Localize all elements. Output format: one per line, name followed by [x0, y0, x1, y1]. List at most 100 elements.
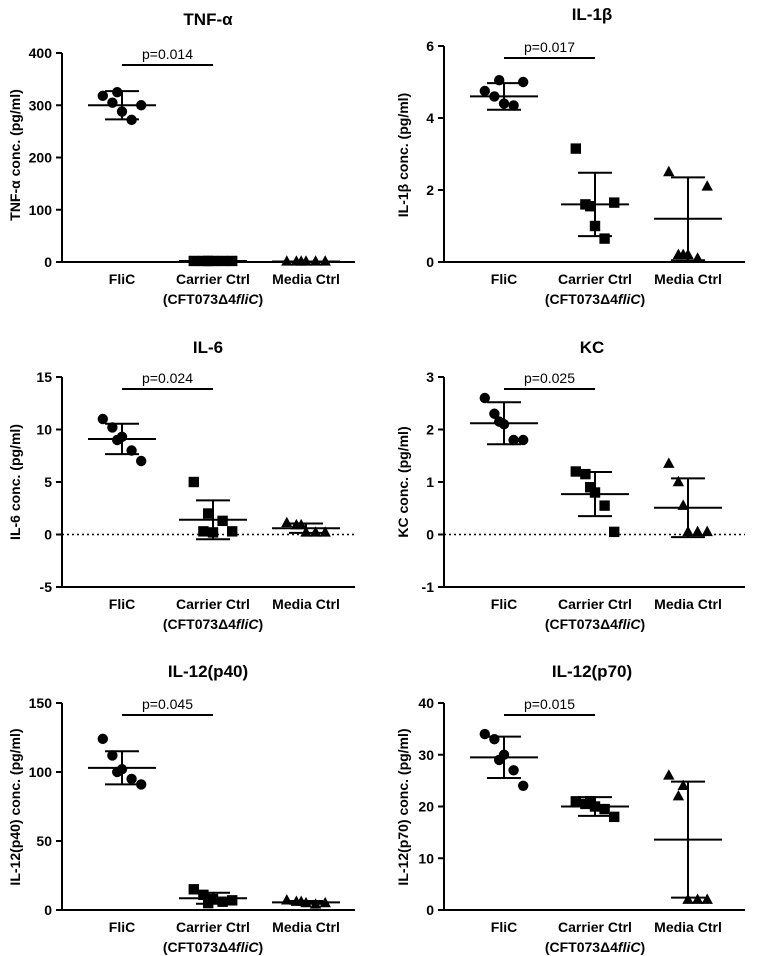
- chart-title: IL-12(p70): [552, 662, 632, 681]
- p-value-label: p=0.015: [524, 696, 575, 712]
- data-point-square: [585, 796, 596, 807]
- x-category-label: Media Ctrl: [654, 919, 722, 935]
- y-axis-label: TNF-α conc. (pg/ml): [7, 89, 23, 220]
- x-category-label: FliC: [491, 919, 517, 935]
- data-point-circle: [479, 85, 490, 97]
- data-point-triangle: [281, 255, 293, 266]
- x-category-label: Carrier Ctrl: [558, 596, 632, 612]
- y-tick-label: 0: [44, 527, 52, 543]
- y-tick-label: 100: [29, 202, 53, 218]
- data-point-triangle: [691, 893, 704, 904]
- x-category-label: Media Ctrl: [654, 596, 722, 612]
- p-value-label: p=0.014: [142, 46, 193, 62]
- data-point-square: [609, 526, 620, 538]
- p-value-label: p=0.024: [142, 370, 193, 386]
- y-tick-label: 200: [29, 150, 53, 166]
- data-point-triangle: [672, 475, 685, 487]
- data-point-circle: [112, 434, 123, 446]
- data-point-square: [585, 201, 596, 212]
- y-tick-label: 2: [426, 182, 434, 198]
- x-category-label: Media Ctrl: [272, 919, 340, 935]
- y-tick-label: 40: [418, 695, 434, 711]
- y-tick-label: 10: [418, 850, 434, 866]
- data-point-square: [198, 526, 209, 537]
- x-category-sublabel: (CFT073Δ4fliC): [163, 616, 263, 632]
- data-point-square: [585, 482, 596, 493]
- data-point-square: [570, 796, 581, 807]
- data-point-triangle: [701, 525, 713, 537]
- data-point-square: [570, 143, 581, 154]
- x-category-label: FliC: [491, 596, 517, 612]
- data-point-circle: [494, 754, 505, 766]
- chart-title: IL-1β: [572, 5, 613, 24]
- data-point-triangle: [295, 255, 307, 266]
- data-point-triangle: [701, 893, 713, 904]
- y-axis-label: KC conc. (pg/ml): [395, 426, 411, 537]
- y-tick-label: 6: [426, 38, 434, 54]
- chart-title: IL-12(p40): [168, 662, 248, 681]
- data-point-triangle: [691, 525, 704, 537]
- x-category-label: Carrier Ctrl: [558, 919, 632, 935]
- data-point-circle: [112, 86, 123, 98]
- y-tick-label: -5: [40, 579, 53, 595]
- data-point-circle: [508, 765, 519, 776]
- chart-title: KC: [580, 338, 605, 357]
- data-point-circle: [136, 779, 147, 790]
- x-category-label: FliC: [491, 271, 517, 287]
- data-point-triangle: [701, 180, 713, 191]
- y-tick-label: 2: [426, 422, 434, 438]
- y-axis-label: IL-12(p70) conc. (pg/ml): [395, 728, 411, 885]
- data-point-square: [217, 896, 228, 907]
- y-tick-label: 10: [36, 422, 52, 438]
- y-tick-label: 100: [29, 764, 53, 780]
- x-category-label: FliC: [109, 596, 135, 612]
- y-tick-label: 15: [36, 369, 52, 385]
- data-point-circle: [508, 434, 519, 446]
- y-tick-label: -1: [422, 579, 435, 595]
- x-category-label: Carrier Ctrl: [176, 919, 250, 935]
- chart-title: TNF-α: [183, 10, 233, 29]
- data-point-square: [217, 515, 228, 527]
- y-tick-label: 400: [29, 45, 53, 61]
- chart-panel-2: IL-1β IL-1β conc. (pg/ml) 0 2 4 6 FliC Carrier …: [395, 5, 745, 307]
- data-point-circle: [494, 416, 505, 427]
- x-category-label: Carrier Ctrl: [558, 271, 632, 287]
- data-point-square: [599, 803, 610, 815]
- data-point-square: [609, 811, 620, 823]
- data-point-triangle: [309, 526, 322, 537]
- data-point-circle: [107, 750, 118, 761]
- data-point-circle: [508, 100, 519, 111]
- data-point-circle: [518, 780, 529, 791]
- x-category-sublabel: (CFT073Δ4fliC): [163, 939, 263, 955]
- y-axis-label: IL-1β conc. (pg/ml): [395, 93, 411, 217]
- data-point-square: [188, 884, 199, 895]
- data-point-square: [580, 468, 591, 480]
- data-point-square: [188, 476, 199, 488]
- data-point-square: [198, 889, 209, 901]
- x-category-sublabel: (CFT073Δ4fliC): [163, 291, 263, 307]
- data-point-triangle: [319, 255, 331, 266]
- chart-panel-5: IL-12(p40) IL-12(p40) conc. (pg/ml) 0 50 100…: [7, 662, 355, 955]
- x-category-label: Carrier Ctrl: [176, 271, 250, 287]
- chart-panel-4: KC KC conc. (pg/ml) -1 0 1 2 3 FliC Carrier Ctrl…: [395, 338, 745, 632]
- chart-panel-1: TNF-α TNF-α conc. (pg/ml) 0 100 200 300 400 Fli…: [7, 10, 355, 307]
- chart-panel-3: IL-6 IL-6 conc. (pg/ml) -5 0 5 10 15 FliC Carrie…: [7, 338, 355, 632]
- data-point-circle: [489, 408, 500, 419]
- data-point-circle: [112, 766, 123, 778]
- data-point-triangle: [281, 516, 293, 528]
- data-point-triangle: [663, 457, 675, 468]
- p-value-label: p=0.017: [524, 39, 575, 55]
- data-point-triangle: [319, 526, 331, 537]
- x-category-sublabel: (CFT073Δ4fliC): [545, 616, 645, 632]
- data-point-circle: [518, 76, 529, 88]
- x-category-label: FliC: [109, 919, 135, 935]
- data-point-square: [227, 895, 238, 906]
- y-tick-label: 150: [29, 695, 53, 711]
- data-point-circle: [479, 728, 490, 740]
- y-tick-label: 0: [44, 254, 52, 270]
- data-point-circle: [97, 733, 109, 745]
- data-point-circle: [97, 413, 109, 425]
- y-tick-label: 5: [44, 474, 52, 490]
- data-point-circle: [136, 455, 147, 467]
